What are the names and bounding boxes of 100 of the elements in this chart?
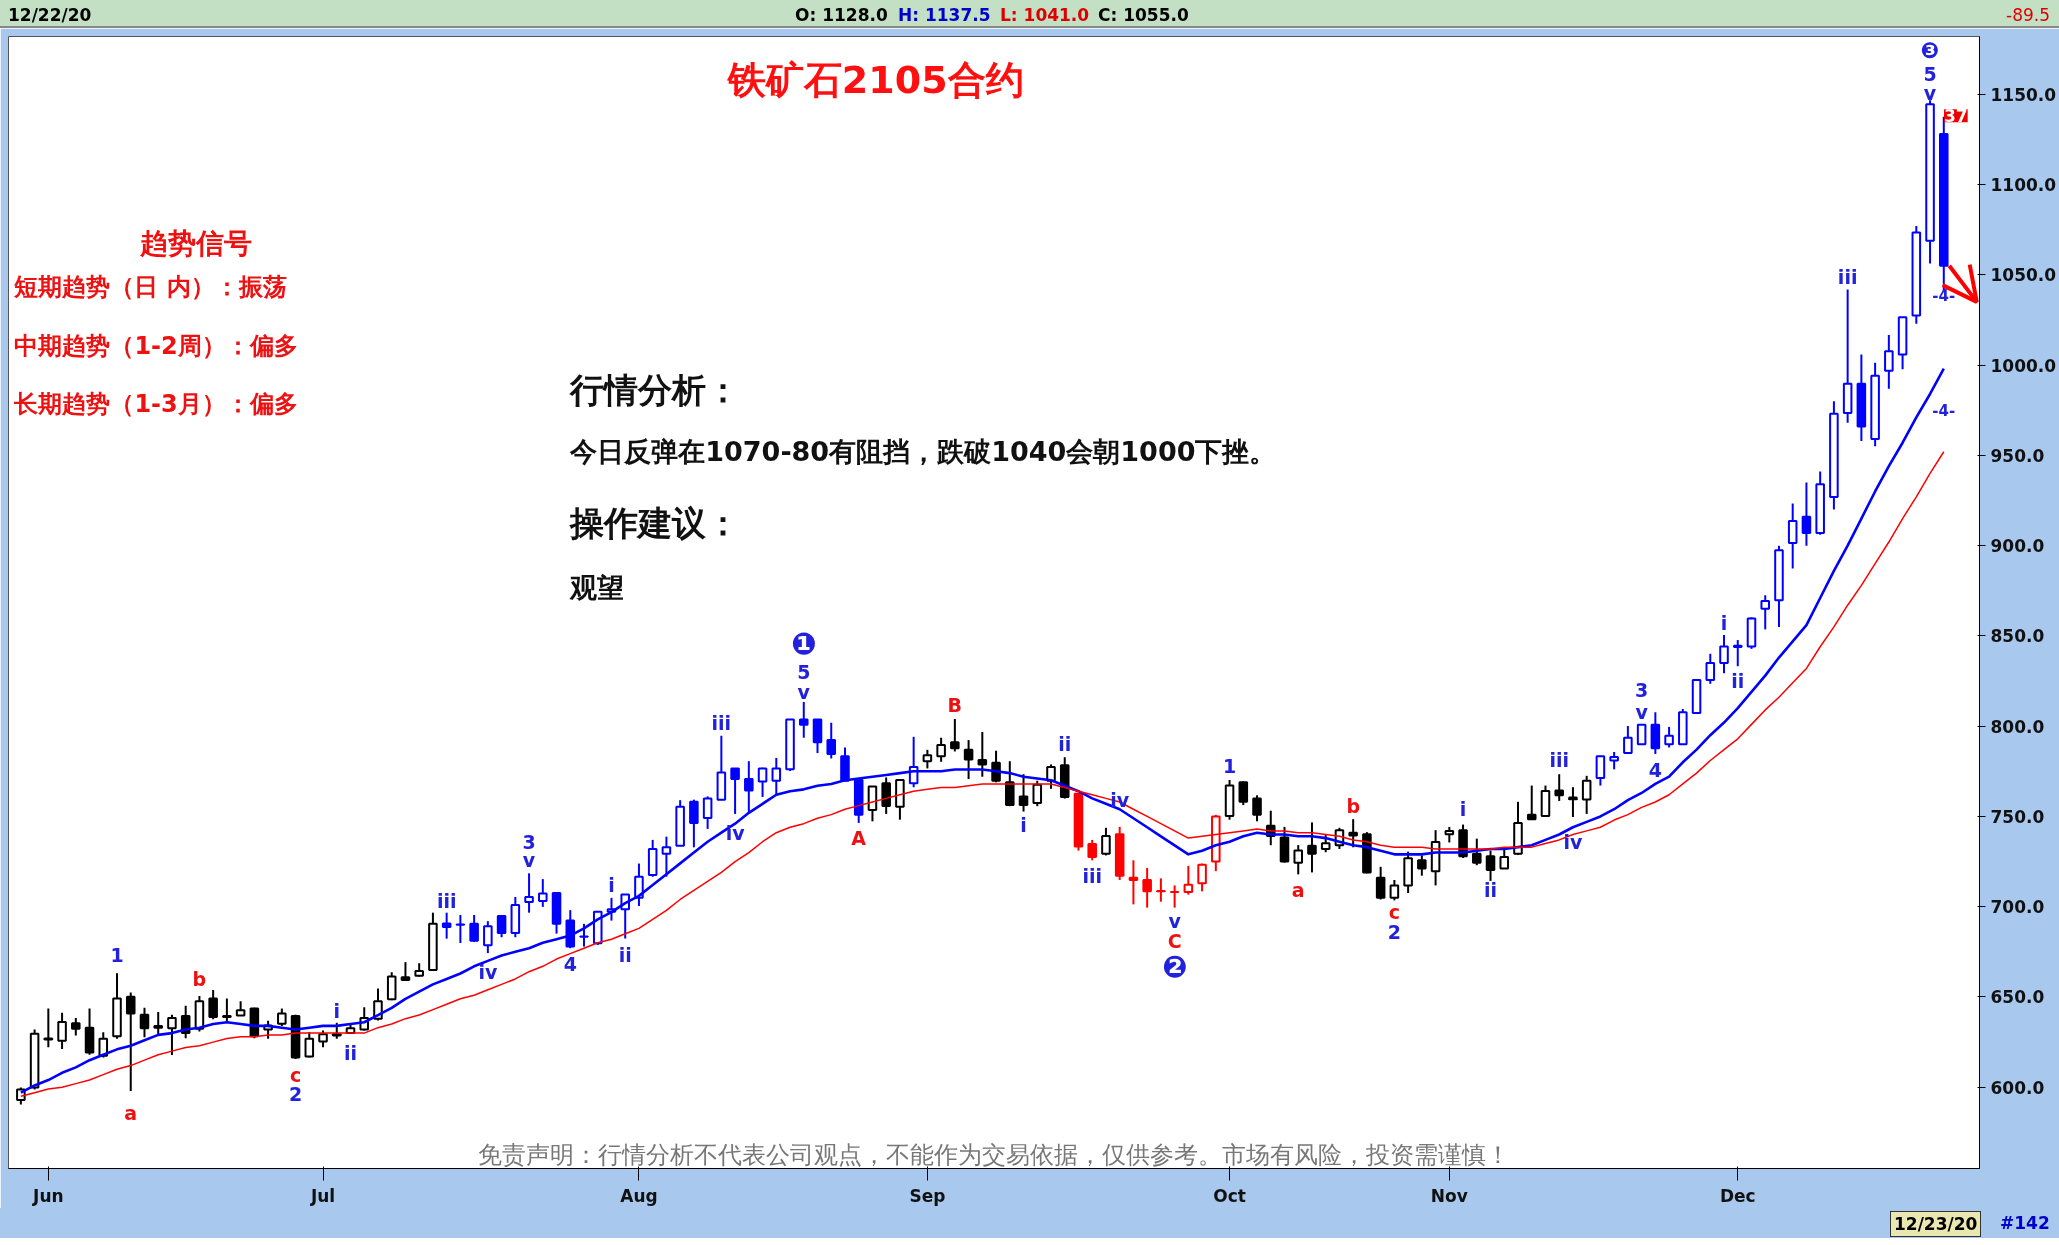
- y-tick-label: 1050.0: [1990, 265, 2057, 286]
- annotation: a: [1291, 879, 1305, 902]
- annotation: 观望: [569, 572, 625, 604]
- x-tick-label: Nov: [1430, 1185, 1468, 1206]
- x-tick-label: Jun: [32, 1185, 64, 1206]
- candlestick: [1156, 877, 1166, 903]
- candlestick: [963, 739, 974, 781]
- candlestick: [1087, 838, 1097, 862]
- annotation: iii: [711, 711, 732, 734]
- candlestick: [730, 767, 740, 815]
- candlestick: [867, 785, 878, 823]
- annotation: iii: [1082, 865, 1102, 888]
- x-tick-label: Sep: [909, 1185, 946, 1206]
- candlestick: [1018, 773, 1029, 813]
- candlestick: [826, 721, 837, 760]
- text: C: 1055.0: [1098, 4, 1189, 27]
- annotation: iii: [1837, 265, 1858, 288]
- candlestick: [1128, 859, 1139, 906]
- candlestick: [977, 730, 988, 778]
- candlestick: [757, 766, 768, 798]
- candlestick: [208, 989, 218, 1021]
- candlestick: [1664, 725, 1674, 749]
- annotation: v: [1635, 700, 1649, 723]
- candlestick: [222, 997, 232, 1024]
- annotation: 4: [1648, 758, 1662, 781]
- text: O: 1128.0: [795, 4, 888, 27]
- text: L: 1041.0: [1000, 4, 1090, 27]
- candlestick: [455, 914, 466, 944]
- annotation: b: [1346, 794, 1360, 817]
- candlestick: [689, 798, 699, 849]
- annotation: v: [1168, 910, 1182, 933]
- y-tick-label: 750.0: [1990, 806, 2045, 827]
- annotation: 3: [1635, 679, 1649, 702]
- text: 12/23/20: [1890, 1211, 1982, 1238]
- annotation: iv: [478, 960, 498, 983]
- candlestick: [1046, 763, 1056, 790]
- y-tick-label: 1150.0: [1990, 84, 2057, 105]
- candlestick: [798, 700, 809, 739]
- x-tick-label: Dec: [1719, 1185, 1756, 1206]
- annotation: 趋势信号: [138, 227, 252, 261]
- candlestick: [386, 971, 397, 1002]
- candlestick: [538, 878, 548, 908]
- text: 12/22/20: [8, 4, 92, 27]
- candlestick: [1197, 862, 1207, 893]
- y-tick-label: 900.0: [1990, 536, 2045, 557]
- candlestick: [153, 1010, 163, 1037]
- annotation: ii: [1484, 879, 1498, 902]
- candlestick: [524, 872, 534, 914]
- annotation: 1: [1222, 754, 1237, 777]
- candlestick: [634, 862, 644, 907]
- candlestick: [1252, 794, 1262, 823]
- annotation: i: [1020, 814, 1027, 837]
- candlestick: [1787, 502, 1798, 570]
- candlestick: [1389, 878, 1400, 902]
- annotation: ii: [1058, 733, 1072, 756]
- text: #142: [2000, 1212, 2050, 1235]
- text: H: 1137.5: [898, 4, 991, 27]
- candlestick: [1732, 639, 1743, 668]
- y-tick-label: 950.0: [1990, 445, 2045, 466]
- candlestick: [1719, 634, 1729, 675]
- candlestick: [950, 717, 960, 753]
- annotation: c: [289, 1063, 302, 1086]
- y-tick-label: 800.0: [1990, 716, 2045, 737]
- candlestick: [936, 736, 946, 763]
- annotation: B: [947, 693, 963, 716]
- candlestick: [441, 911, 452, 940]
- candlestick: [1005, 760, 1015, 808]
- candlestick: [1032, 779, 1043, 808]
- text: 铁矿石2105合约: [725, 57, 1024, 102]
- annotation: 免责声明：行情分析不代表公司观点，不能作为交易依据，仅供参考。市场有风险，投资需谨慎！: [478, 1140, 1510, 1169]
- annotation: a: [124, 1101, 138, 1124]
- candlestick: [881, 776, 891, 815]
- annotation: 2: [288, 1083, 303, 1106]
- candlestick: [1636, 723, 1647, 746]
- candlestick: [1485, 849, 1496, 882]
- candlestick: [661, 835, 672, 878]
- candlestick: [496, 915, 507, 939]
- annotation: 短期趋势（日 内）：振荡: [13, 272, 287, 301]
- candlestick: [1101, 826, 1111, 857]
- candlestick: [1705, 652, 1716, 685]
- candlestick: [1884, 334, 1894, 390]
- x-tick-label: Oct: [1213, 1185, 1246, 1206]
- candlestick: [771, 756, 782, 797]
- annotation: 中期趋势（1-2周）：偏多: [14, 331, 298, 360]
- annotation: A: [851, 827, 867, 850]
- candlestick: [1348, 818, 1358, 849]
- candlestick: [304, 1031, 315, 1059]
- candlestick: [744, 760, 754, 814]
- candlestick: [469, 914, 479, 943]
- candlestick: [57, 1011, 67, 1050]
- y-tick-label: 700.0: [1990, 897, 2045, 918]
- candlestick: [1801, 481, 1812, 547]
- candlestick: [1472, 837, 1482, 867]
- annotation: 今日反弹在1070-80有阻挡，跌破1040会朝1000下挫。: [569, 436, 1277, 468]
- candlestick: [1183, 864, 1194, 896]
- candlestick: [1142, 866, 1152, 909]
- candlestick: [1169, 884, 1180, 909]
- x-tick-label: Aug: [620, 1185, 658, 1206]
- candlestick: [1650, 711, 1661, 755]
- text: -89.5: [2006, 4, 2050, 27]
